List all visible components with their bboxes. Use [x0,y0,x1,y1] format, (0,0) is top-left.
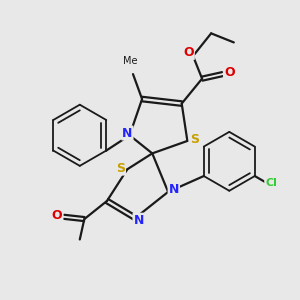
Text: O: O [52,209,62,222]
Text: S: S [190,133,199,146]
Text: S: S [116,162,125,175]
Text: N: N [122,127,133,140]
Text: Cl: Cl [265,178,277,188]
Text: O: O [224,67,235,80]
Text: N: N [134,214,144,227]
Text: Me: Me [124,56,138,66]
Text: O: O [183,46,194,59]
Text: N: N [169,183,179,196]
